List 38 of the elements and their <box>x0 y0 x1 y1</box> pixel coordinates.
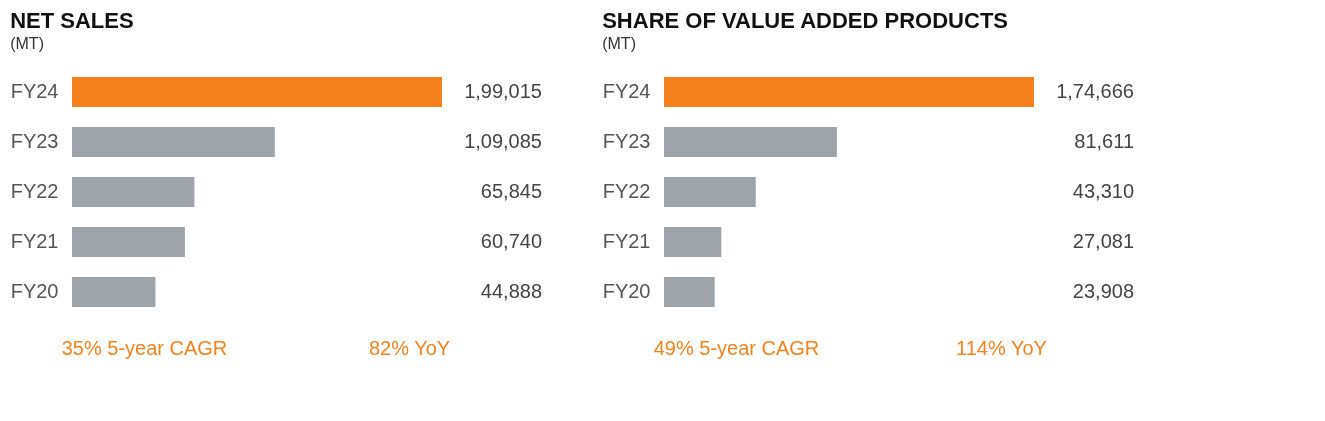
bar <box>72 277 156 307</box>
bar <box>664 77 1034 107</box>
y-tick-label: FY20 <box>10 280 59 302</box>
y-tick-label: FY20 <box>602 280 651 302</box>
bar <box>72 77 442 107</box>
y-tick-label: FY24 <box>10 80 59 102</box>
y-tick-label: FY22 <box>602 180 651 202</box>
data-label: 81,611 <box>1074 130 1134 152</box>
data-label: 60,740 <box>480 230 542 252</box>
chart-title: SHARE OF VALUE ADDED PRODUCTS <box>602 8 1008 33</box>
data-label: 23,908 <box>1072 280 1134 302</box>
data-label: 1,99,015 <box>464 80 542 102</box>
y-tick-label: FY21 <box>602 230 651 252</box>
chart-title: NET SALES <box>10 8 134 33</box>
chart-subtitle: (MT) <box>10 35 44 52</box>
bar <box>72 227 185 257</box>
y-tick-label: FY22 <box>10 180 59 202</box>
bar <box>72 177 195 207</box>
y-tick-label: FY23 <box>10 130 59 152</box>
data-label: 27,081 <box>1072 230 1134 252</box>
y-tick-label: FY23 <box>602 130 651 152</box>
chart-subtitle: (MT) <box>602 35 636 52</box>
data-label: 44,888 <box>480 280 542 302</box>
bar <box>664 277 715 307</box>
bar <box>72 127 275 157</box>
text: 82% YoY <box>368 337 451 359</box>
data-label: 65,845 <box>480 180 542 202</box>
data-label: 1,09,085 <box>464 130 542 152</box>
bar <box>664 227 722 257</box>
text: 114% YoY <box>956 337 1047 359</box>
bar <box>664 127 837 157</box>
data-label: 1,74,666 <box>1056 80 1134 102</box>
bar <box>664 177 756 207</box>
y-tick-label: FY24 <box>602 80 651 102</box>
text: 35% 5-year CAGR <box>61 337 228 359</box>
y-tick-label: FY21 <box>10 230 59 252</box>
text: 49% 5-year CAGR <box>653 337 820 359</box>
data-label: 43,310 <box>1072 180 1134 202</box>
